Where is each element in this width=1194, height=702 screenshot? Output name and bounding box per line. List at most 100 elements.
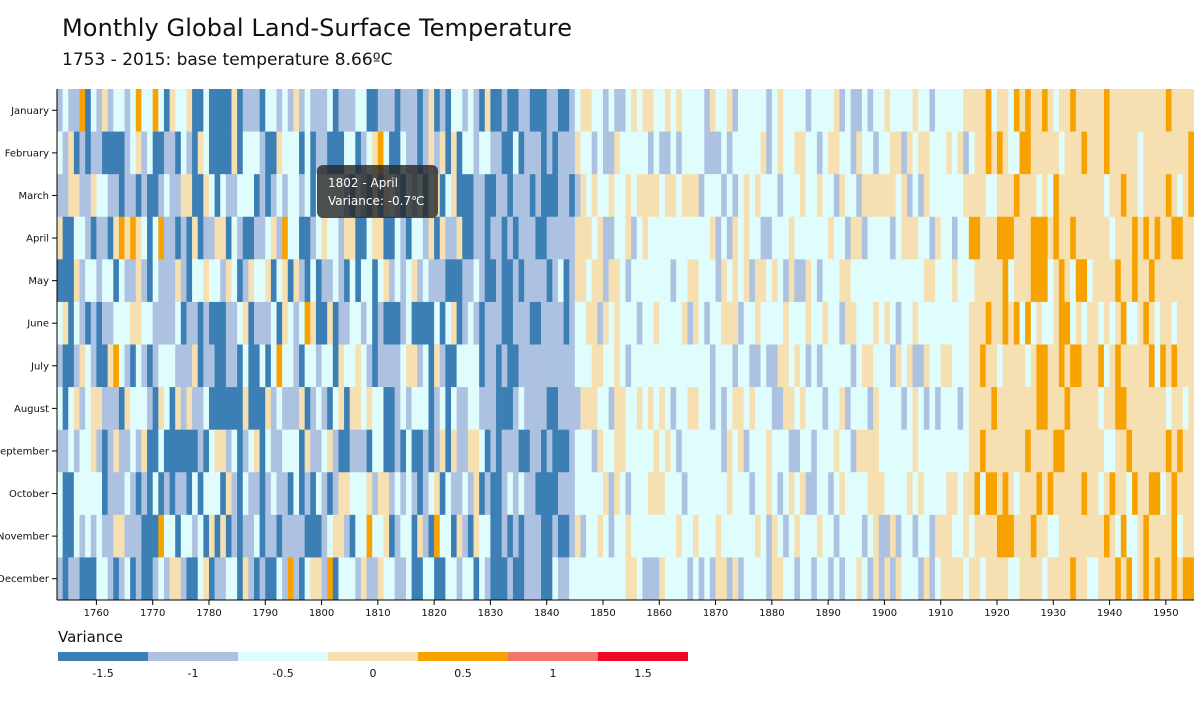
heatmap-cell[interactable]: [254, 387, 260, 430]
heatmap-cell[interactable]: [118, 259, 125, 303]
heatmap-cell[interactable]: [912, 557, 919, 601]
heatmap-cell[interactable]: [704, 301, 711, 345]
heatmap-cell[interactable]: [1058, 387, 1065, 430]
heatmap-cell[interactable]: [496, 216, 502, 260]
heatmap-cell[interactable]: [591, 557, 598, 601]
heatmap-cell[interactable]: [833, 429, 840, 473]
heatmap-cell[interactable]: [96, 344, 103, 388]
heatmap-cell[interactable]: [507, 174, 514, 218]
heatmap-cell[interactable]: [693, 89, 699, 132]
heatmap-cell[interactable]: [57, 387, 63, 430]
heatmap-cell[interactable]: [794, 387, 801, 430]
heatmap-cell[interactable]: [535, 174, 542, 218]
heatmap-cell[interactable]: [574, 514, 581, 558]
heatmap-cell[interactable]: [648, 557, 654, 601]
heatmap-cell[interactable]: [214, 557, 221, 601]
heatmap-cell[interactable]: [68, 472, 75, 516]
heatmap-cell[interactable]: [163, 259, 170, 303]
heatmap-cell[interactable]: [878, 387, 885, 430]
heatmap-cell[interactable]: [732, 174, 739, 218]
heatmap-cell[interactable]: [890, 429, 896, 473]
heatmap-cell[interactable]: [856, 131, 863, 175]
heatmap-cell[interactable]: [608, 174, 615, 218]
heatmap-cell[interactable]: [237, 89, 244, 132]
heatmap-cell[interactable]: [428, 429, 435, 473]
heatmap-cell[interactable]: [287, 514, 294, 558]
heatmap-cell[interactable]: [1120, 472, 1127, 516]
heatmap-cell[interactable]: [1036, 216, 1043, 260]
heatmap-cell[interactable]: [541, 259, 547, 303]
heatmap-cell[interactable]: [929, 131, 936, 175]
heatmap-cell[interactable]: [597, 387, 604, 430]
heatmap-cell[interactable]: [85, 301, 92, 345]
heatmap-cell[interactable]: [287, 131, 294, 175]
heatmap-cell[interactable]: [197, 344, 204, 388]
heatmap-cell[interactable]: [287, 472, 294, 516]
heatmap-cell[interactable]: [586, 89, 593, 132]
heatmap-cell[interactable]: [529, 472, 536, 516]
heatmap-cell[interactable]: [805, 174, 812, 218]
heatmap-cell[interactable]: [276, 557, 283, 601]
heatmap-cell[interactable]: [704, 344, 711, 388]
heatmap-cell[interactable]: [625, 472, 632, 516]
heatmap-cell[interactable]: [360, 557, 367, 601]
heatmap-cell[interactable]: [1182, 174, 1189, 218]
heatmap-cell[interactable]: [833, 89, 840, 132]
heatmap-cell[interactable]: [698, 472, 705, 516]
heatmap-cell[interactable]: [828, 557, 835, 601]
heatmap-cell[interactable]: [208, 216, 215, 260]
heatmap-cell[interactable]: [254, 216, 260, 260]
heatmap-cell[interactable]: [113, 344, 120, 388]
heatmap-cell[interactable]: [366, 216, 373, 260]
heatmap-cell[interactable]: [1120, 301, 1127, 345]
heatmap-cell[interactable]: [422, 216, 429, 260]
heatmap-cell[interactable]: [130, 472, 137, 516]
heatmap-cell[interactable]: [282, 344, 289, 388]
heatmap-cell[interactable]: [771, 216, 778, 260]
heatmap-cell[interactable]: [873, 301, 880, 345]
heatmap-cell[interactable]: [1058, 259, 1065, 303]
heatmap-cell[interactable]: [147, 89, 153, 132]
heatmap-cell[interactable]: [147, 387, 153, 430]
heatmap-cell[interactable]: [1165, 174, 1172, 218]
heatmap-cell[interactable]: [310, 387, 317, 430]
heatmap-cell[interactable]: [1177, 344, 1184, 388]
heatmap-cell[interactable]: [980, 131, 987, 175]
heatmap-cell[interactable]: [777, 259, 784, 303]
heatmap-cell[interactable]: [648, 174, 654, 218]
heatmap-cell[interactable]: [1171, 429, 1178, 473]
heatmap-cell[interactable]: [1002, 472, 1009, 516]
heatmap-cell[interactable]: [445, 387, 452, 430]
heatmap-cell[interactable]: [743, 301, 750, 345]
heatmap-cell[interactable]: [265, 259, 272, 303]
heatmap-cell[interactable]: [79, 472, 86, 516]
heatmap-cell[interactable]: [68, 429, 75, 473]
heatmap-cell[interactable]: [479, 216, 486, 260]
heatmap-cell[interactable]: [1115, 387, 1122, 430]
heatmap-cell[interactable]: [1002, 301, 1009, 345]
heatmap-cell[interactable]: [906, 174, 913, 218]
heatmap-cell[interactable]: [135, 557, 142, 601]
heatmap-cell[interactable]: [68, 514, 75, 558]
heatmap-cell[interactable]: [912, 216, 919, 260]
heatmap-cell[interactable]: [1188, 429, 1194, 473]
heatmap-cell[interactable]: [1132, 557, 1139, 601]
heatmap-cell[interactable]: [681, 301, 688, 345]
heatmap-cell[interactable]: [974, 557, 981, 601]
heatmap-cell[interactable]: [709, 429, 716, 473]
heatmap-cell[interactable]: [918, 89, 925, 132]
heatmap-cell[interactable]: [462, 472, 469, 516]
heatmap-cell[interactable]: [1188, 89, 1194, 132]
heatmap-cell[interactable]: [867, 216, 874, 260]
heatmap-cell[interactable]: [152, 429, 159, 473]
heatmap-cell[interactable]: [1070, 514, 1077, 558]
heatmap-cell[interactable]: [265, 557, 272, 601]
heatmap-cell[interactable]: [462, 514, 469, 558]
heatmap-cell[interactable]: [580, 216, 587, 260]
heatmap-cell[interactable]: [192, 131, 199, 175]
heatmap-cell[interactable]: [1154, 89, 1161, 132]
heatmap-cell[interactable]: [1064, 131, 1071, 175]
heatmap-cell[interactable]: [73, 301, 80, 345]
heatmap-cell[interactable]: [175, 387, 182, 430]
heatmap-cell[interactable]: [1188, 131, 1194, 175]
